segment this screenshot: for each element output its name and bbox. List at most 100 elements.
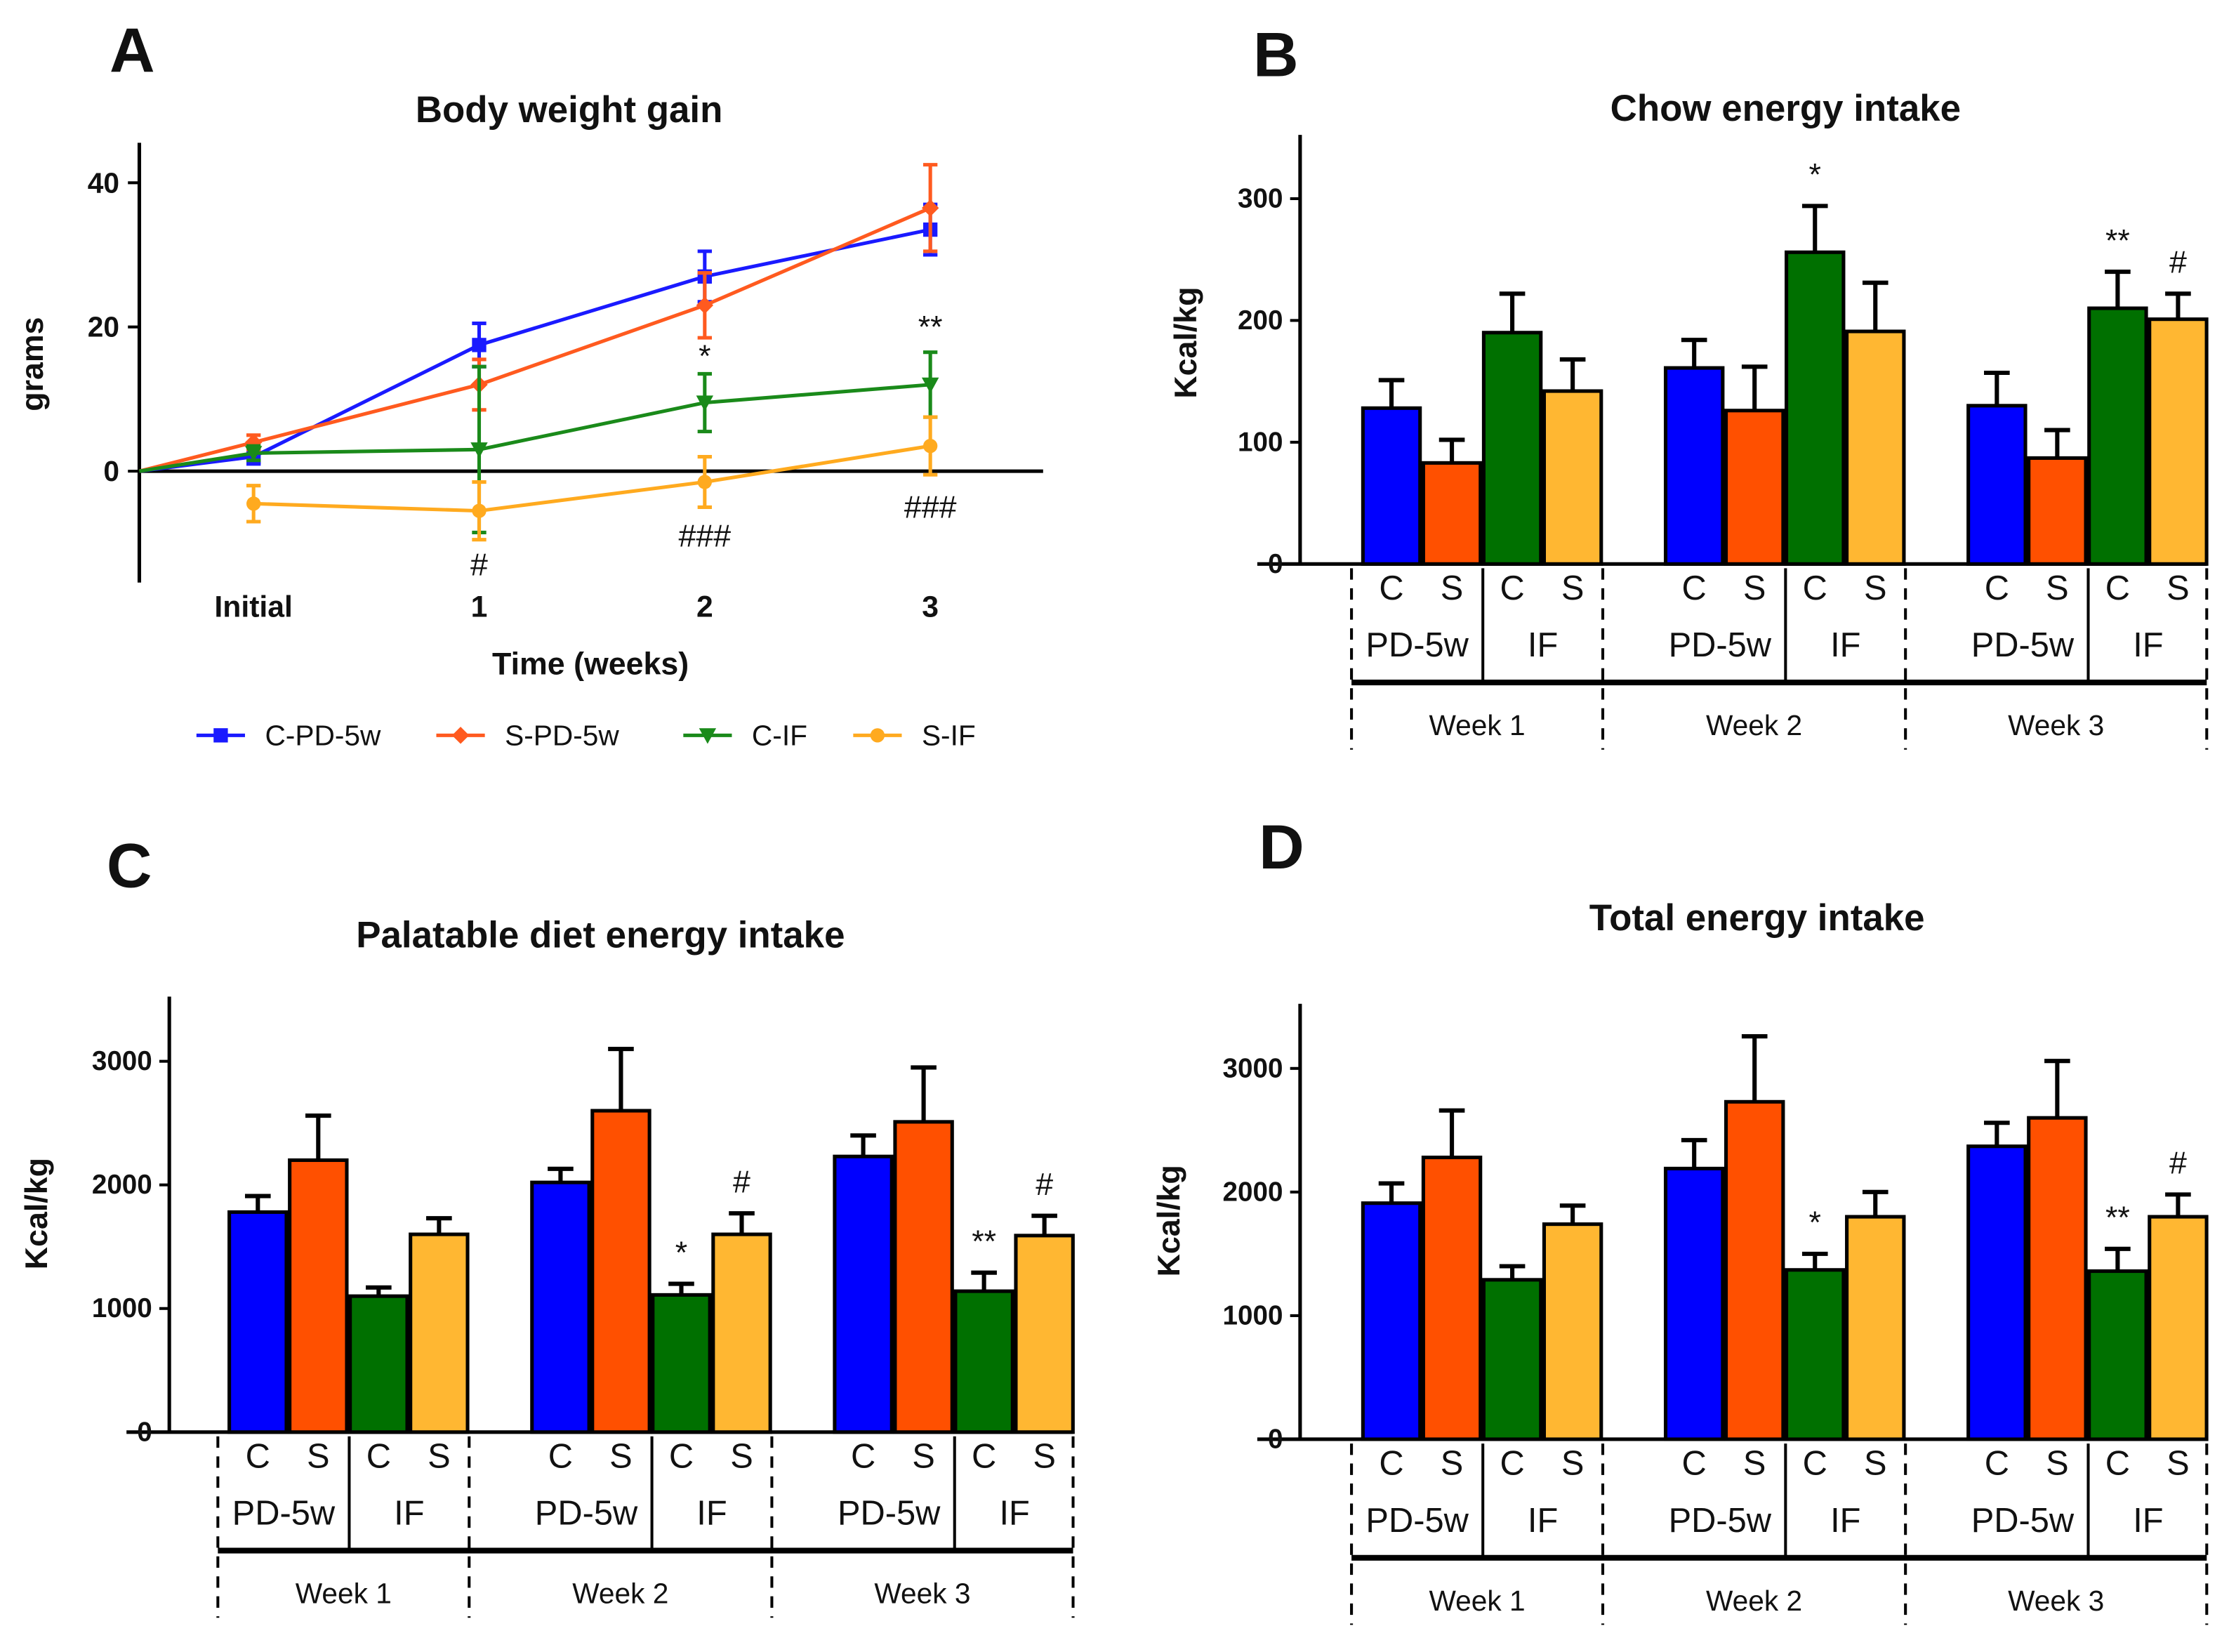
bar-S-PD-5w-week-1 (1421, 461, 1483, 566)
significance-annotation: ** (918, 310, 943, 345)
legend-label: C-IF (752, 719, 807, 751)
diet-label: PD-5w (1365, 1502, 1469, 1540)
bar-S-PD-5w-week-2 (1724, 1099, 1785, 1441)
chart-title: Chow energy intake (1610, 88, 1961, 129)
category-label-s: S (1033, 1437, 1056, 1475)
bar-C-IF-week-3 (953, 1289, 1014, 1434)
bar-S-IF-week-2 (1845, 329, 1906, 566)
diet-label: PD-5w (535, 1495, 638, 1533)
bar-C-PD-5w-week-2 (1663, 366, 1725, 566)
bar-S-PD-5w-week-1 (1421, 1156, 1483, 1441)
x-tick-label: 3 (922, 590, 939, 623)
category-label-s: S (912, 1437, 935, 1475)
week-label: Week 1 (1429, 1585, 1526, 1617)
bar-C-IF-week-2 (1785, 1268, 1846, 1441)
y-tick-label: 100 (1238, 427, 1283, 457)
bar-S-IF-week-1 (1542, 389, 1603, 566)
category-label-c: C (1500, 569, 1524, 607)
bar-S-PD-5w-week-2 (1724, 409, 1785, 566)
y-tick-label: 2000 (92, 1170, 152, 1200)
diet-label: IF (394, 1495, 424, 1533)
data-point-C-PD-5w (472, 338, 487, 352)
y-tick-label: 3000 (1223, 1053, 1283, 1083)
category-label-c: C (1803, 1445, 1827, 1483)
significance-annotation: ** (972, 1224, 996, 1259)
category-label-c: C (972, 1437, 996, 1475)
y-axis-label: Kcal/kg (1151, 1165, 1186, 1276)
y-tick-label: 20 (88, 311, 119, 343)
bar-C-IF-week-1 (348, 1294, 409, 1434)
category-label-c: C (1803, 569, 1827, 607)
y-tick-label: 40 (88, 166, 119, 199)
bar-S-IF-week-3 (2148, 317, 2209, 566)
diet-label: PD-5w (1365, 626, 1469, 664)
bar-C-PD-5w-week-3 (1966, 1144, 2028, 1441)
category-label-s: S (1561, 569, 1585, 607)
bar-C-PD-5w-week-1 (1361, 1201, 1422, 1441)
significance-annotation: * (675, 1235, 687, 1270)
category-label-s: S (1864, 1445, 1887, 1483)
data-point-C-IF (921, 377, 939, 394)
category-label-s: S (1441, 569, 1464, 607)
week-label: Week 2 (1706, 1585, 1802, 1617)
bar-C-PD-5w-week-2 (530, 1180, 591, 1434)
category-label-s: S (2046, 1445, 2069, 1483)
bar-S-IF-week-2 (1845, 1215, 1906, 1441)
y-tick-label: 2000 (1223, 1177, 1283, 1207)
bar-C-IF-week-1 (1481, 331, 1543, 566)
category-label-s: S (1743, 569, 1766, 607)
significance-annotation: ** (2105, 223, 2130, 258)
significance-annotation: # (2169, 1146, 2187, 1181)
legend-marker (451, 727, 470, 744)
x-tick-label: 1 (471, 590, 488, 623)
bar-S-IF-week-3 (2148, 1215, 2209, 1441)
data-point-S-PD-5w (696, 296, 714, 315)
bar-S-IF-week-1 (1542, 1222, 1603, 1441)
significance-annotation: * (1809, 157, 1821, 192)
week-label: Week 2 (1706, 709, 1802, 741)
category-label-c: C (246, 1437, 270, 1475)
diet-label: IF (2133, 1502, 2163, 1540)
diet-label: IF (2133, 626, 2163, 664)
panel-letter-c: C (107, 830, 152, 900)
week-label: Week 1 (1429, 709, 1526, 741)
category-label-s: S (1441, 1445, 1464, 1483)
diet-label: IF (1830, 626, 1860, 664)
significance-annotation: # (1036, 1167, 1053, 1202)
category-label-c: C (1985, 1445, 2009, 1483)
x-tick-label: 2 (696, 590, 713, 623)
data-point-S-PD-5w (921, 199, 939, 217)
week-label: Week 2 (572, 1578, 668, 1610)
bar-C-IF-week-3 (2087, 306, 2148, 566)
significance-annotation: * (699, 338, 710, 374)
bar-S-PD-5w-week-3 (2027, 456, 2088, 566)
y-tick-label: 0 (103, 455, 119, 487)
category-label-c: C (1500, 1445, 1524, 1483)
chart-title: Palatable diet energy intake (356, 915, 845, 956)
bar-C-IF-week-1 (1481, 1278, 1543, 1441)
category-label-c: C (1682, 1445, 1707, 1483)
series-line-S-IF (253, 444, 931, 513)
bar-S-IF-week-1 (409, 1232, 470, 1434)
diet-label: IF (999, 1495, 1029, 1533)
week-label: Week 3 (2008, 709, 2104, 741)
bar-C-IF-week-2 (1785, 250, 1846, 566)
category-label-s: S (307, 1437, 330, 1475)
bar-S-PD-5w-week-1 (288, 1158, 349, 1434)
y-tick-label: 0 (1268, 1424, 1283, 1454)
bar-C-PD-5w-week-1 (1361, 406, 1422, 566)
category-label-c: C (1682, 569, 1707, 607)
data-point-C-IF (470, 442, 488, 458)
category-label-s: S (730, 1437, 753, 1475)
category-label-s: S (1864, 569, 1887, 607)
data-point-S-IF (472, 503, 487, 518)
legend-label: C-PD-5w (265, 719, 381, 751)
panel-letter-d: D (1259, 812, 1304, 882)
panel-letter-a: A (110, 15, 155, 85)
y-axis-label: Kcal/kg (1168, 287, 1203, 399)
diet-label: IF (1528, 1502, 1558, 1540)
week-label: Week 3 (874, 1578, 970, 1610)
y-axis-label: Kcal/kg (19, 1158, 54, 1269)
bar-S-PD-5w-week-3 (2027, 1116, 2088, 1441)
